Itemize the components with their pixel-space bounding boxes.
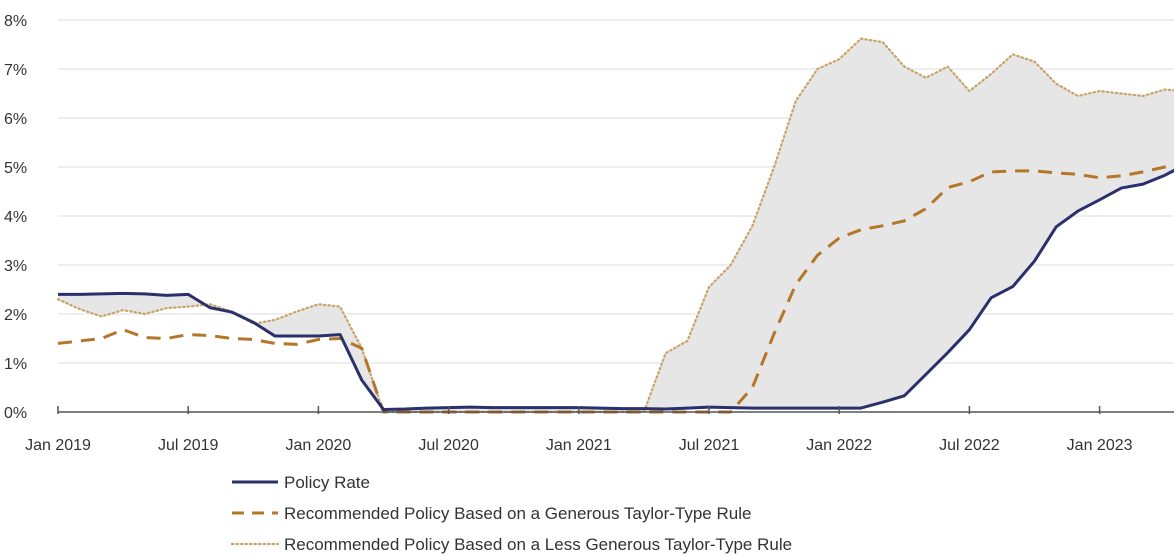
y-tick-label: 5% xyxy=(4,160,27,177)
y-axis-tick-labels: 0% 1% 2% 3% 4% 5% 6% 7% 8% xyxy=(4,13,27,422)
x-tick-label: Jan 2021 xyxy=(546,437,612,454)
x-tick-label: Jul 2019 xyxy=(158,437,219,454)
y-tick-label: 6% xyxy=(4,111,27,128)
x-tick-label: Jan 2020 xyxy=(285,437,351,454)
shaded-band xyxy=(58,38,1174,412)
legend-label: Policy Rate xyxy=(284,473,370,492)
legend-item: Recommended Policy Based on a Generous T… xyxy=(232,504,751,523)
legend: Policy Rate Recommended Policy Based on a… xyxy=(230,473,792,554)
series-line-solid xyxy=(58,168,1174,412)
legend-label: Recommended Policy Based on a Generous T… xyxy=(284,504,751,523)
y-tick-label: 8% xyxy=(4,13,27,30)
x-tick-label: Jan 2023 xyxy=(1067,437,1133,454)
y-tick-label: 3% xyxy=(4,258,27,275)
x-tick-label: Jan 2022 xyxy=(806,437,872,454)
y-tick-label: 7% xyxy=(4,62,27,79)
x-tick-label: Jul 2022 xyxy=(939,437,1000,454)
legend-item: Policy Rate xyxy=(232,473,370,492)
y-tick-label: 0% xyxy=(4,405,27,422)
x-tick-label: Jul 2020 xyxy=(418,437,479,454)
y-tick-label: 2% xyxy=(4,307,27,324)
legend-item: Recommended Policy Based on a Less Gener… xyxy=(230,535,792,554)
x-axis-tick-labels: Jan 2019 Jul 2019 Jan 2020 Jul 2020 Jan 2021… xyxy=(25,437,1133,454)
legend-label: Recommended Policy Based on a Less Gener… xyxy=(284,535,792,554)
x-axis xyxy=(57,406,1174,414)
x-tick-label: Jul 2021 xyxy=(679,437,740,454)
x-tick-label: Jan 2019 xyxy=(25,437,91,454)
shaded-band-area xyxy=(58,38,1174,412)
gridlines xyxy=(58,19,1174,364)
y-tick-label: 4% xyxy=(4,209,27,226)
y-tick-label: 1% xyxy=(4,356,27,373)
